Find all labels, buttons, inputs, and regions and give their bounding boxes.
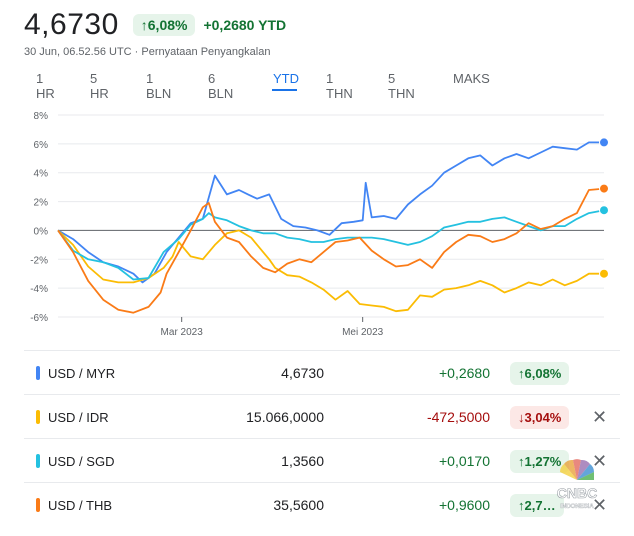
y-tick-label: -2% <box>30 255 48 266</box>
tab-6-bln[interactable]: 6 BLN <box>208 71 234 101</box>
currency-pair-label: USD / SGD <box>48 453 115 469</box>
series-color-swatch <box>36 454 40 468</box>
change-absolute: +0,2680 YTD <box>203 17 287 33</box>
remove-comparison-icon[interactable]: ✕ <box>592 406 608 427</box>
change-value: -472,5000 <box>426 409 490 425</box>
remove-comparison-icon[interactable]: ✕ <box>592 494 608 515</box>
currency-pair-label: USD / MYR <box>48 365 116 381</box>
tab-5-hr[interactable]: 5 HR <box>90 71 109 101</box>
x-tick-label: Mar 2023 <box>161 327 204 338</box>
y-tick-label: 2% <box>34 198 49 209</box>
change-value: +0,0170 <box>439 453 490 469</box>
tab-1-bln[interactable]: 1 BLN <box>146 71 172 101</box>
change-percent-badge: ↑6,08% <box>510 361 570 385</box>
rate-value: 35,5600 <box>273 497 324 513</box>
svg-text:INDONESIA: INDONESIA <box>560 504 594 510</box>
line-chart: 8% 6% 4% 2% 0% -2% -4% -6% Mar 2023 Mei 2023 <box>30 111 609 338</box>
series-color-swatch <box>36 498 40 512</box>
rate-value: 4,6730 <box>281 365 324 381</box>
tab-5-thn[interactable]: 5 THN <box>388 71 415 101</box>
tab-maks[interactable]: MAKS <box>453 71 490 86</box>
currency-pair-label: USD / IDR <box>48 409 109 425</box>
timestamp-disclaimer[interactable]: 30 Jun, 06.52.56 UTC · Pernyataan Penyan… <box>24 46 271 58</box>
tab-1-hr[interactable]: 1 HR <box>36 71 55 101</box>
x-tick-label: Mei 2023 <box>342 327 384 338</box>
change-percent-badge: ↑1,27% <box>510 449 570 473</box>
change-value: +0,2680 <box>439 365 490 381</box>
header: 4,6730 ↑6,08% +0,2680 YTD <box>24 8 286 42</box>
table-row[interactable]: USD / SGD 1,3560 +0,0170 ↑1,27% ✕ <box>24 438 620 483</box>
series-line-usdmyr <box>57 141 604 284</box>
change-percent-badge: ↓3,04% <box>510 405 570 429</box>
y-tick-label: 0% <box>34 226 49 237</box>
y-tick-label: 8% <box>34 111 49 122</box>
active-tab-underline <box>272 89 297 91</box>
series-color-swatch <box>36 410 40 424</box>
peacock-logo-icon <box>560 459 594 480</box>
cnbc-indonesia-watermark: CNBC INDONESIA <box>556 459 598 510</box>
series-endpoint-usdmyr <box>599 137 609 148</box>
series-line-usdthb <box>57 187 605 314</box>
change-value: +0,9600 <box>439 497 490 513</box>
y-tick-label: 6% <box>34 140 49 151</box>
tab-ytd[interactable]: YTD <box>273 71 299 86</box>
change-percent-badge: ↑6,08% <box>132 14 196 36</box>
series-color-swatch <box>36 366 40 380</box>
tab-1-thn[interactable]: 1 THN <box>326 71 353 101</box>
y-tick-label: -4% <box>30 284 48 295</box>
series-line-usdidr <box>57 229 604 313</box>
series-line-usdsgd <box>57 209 605 281</box>
svg-text:CNBC: CNBC <box>557 485 597 501</box>
remove-comparison-icon[interactable]: ✕ <box>592 450 608 471</box>
current-price: 4,6730 <box>24 8 119 41</box>
rate-value: 15.066,0000 <box>246 409 324 425</box>
rate-value: 1,3560 <box>281 453 324 469</box>
series-endpoint-usdthb <box>599 183 609 194</box>
change-percent-badge: ↑2,7… <box>510 493 564 517</box>
table-row[interactable]: USD / THB 35,5600 +0,9600 ↑2,7… ✕ <box>24 482 620 527</box>
table-row[interactable]: USD / IDR 15.066,0000 -472,5000 ↓3,04% ✕ <box>24 394 620 439</box>
y-tick-label: 4% <box>34 169 49 180</box>
table-row[interactable]: USD / MYR 4,6730 +0,2680 ↑6,08% <box>24 350 620 395</box>
y-tick-label: -6% <box>30 313 48 324</box>
series-endpoint-usdsgd <box>599 205 609 216</box>
currency-pair-label: USD / THB <box>48 497 113 513</box>
series-endpoint-usdidr <box>599 268 609 279</box>
